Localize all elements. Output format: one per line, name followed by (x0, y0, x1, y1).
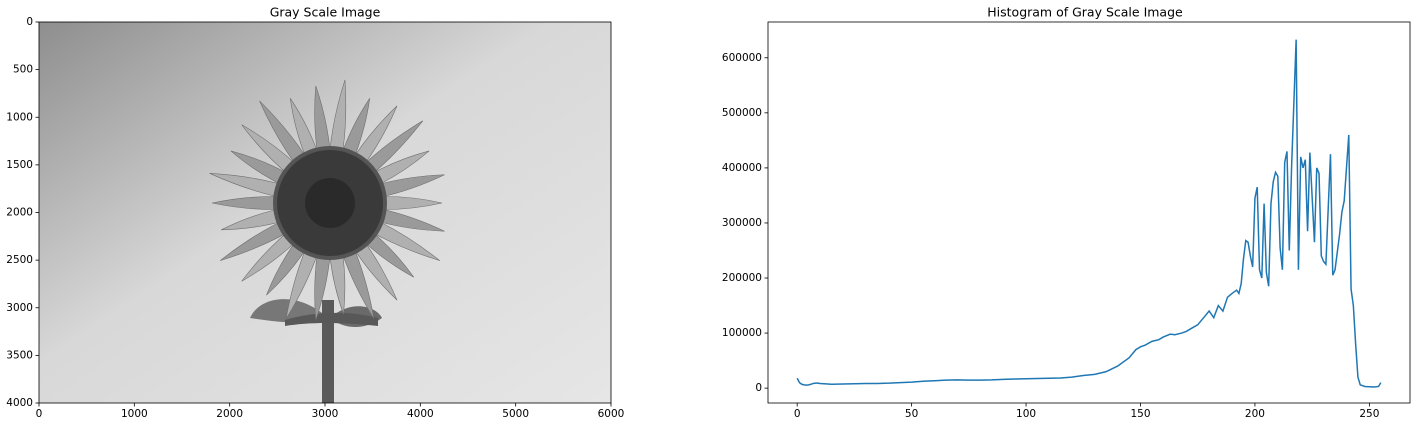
y-tick-label: 3000 (6, 302, 33, 314)
y-tick-label: 400000 (722, 162, 762, 174)
axes-frame (767, 21, 1411, 404)
x-tick-label: 2000 (216, 408, 243, 420)
x-tick-label: 6000 (598, 408, 625, 420)
x-tick-label: 150 (1130, 408, 1150, 420)
y-tick-label: 500000 (722, 107, 762, 119)
y-tick-label: 2500 (6, 254, 33, 266)
leaf (285, 312, 378, 326)
x-tick-label: 200 (1245, 408, 1265, 420)
y-tick-label: 2000 (6, 207, 33, 219)
chart-title: Histogram of Gray Scale Image (987, 5, 1183, 20)
flower-center (305, 178, 355, 228)
chart-title: Gray Scale Image (270, 5, 381, 20)
x-tick-label: 3000 (312, 408, 339, 420)
y-tick-label: 500 (13, 64, 33, 76)
stem (322, 300, 334, 403)
y-tick-label: 0 (755, 382, 762, 394)
x-tick-label: 4000 (407, 408, 434, 420)
y-tick-label: 100000 (722, 327, 762, 339)
y-tick-label: 0 (26, 16, 33, 28)
y-tick-label: 200000 (722, 272, 762, 284)
y-tick-label: 1000 (6, 111, 33, 123)
y-tick-label: 4000 (6, 397, 33, 409)
x-tick-label: 250 (1359, 408, 1379, 420)
image (39, 22, 611, 403)
y-tick-label: 3500 (6, 349, 33, 361)
x-tick-label: 0 (794, 408, 801, 420)
x-tick-label: 50 (905, 408, 918, 420)
y-tick-label: 1500 (6, 159, 33, 171)
x-tick-label: 0 (36, 408, 43, 420)
x-tick-label: 5000 (502, 408, 529, 420)
x-tick-label: 100 (1016, 408, 1036, 420)
y-tick-label: 600000 (722, 52, 762, 64)
data-line (796, 39, 1382, 388)
y-tick-label: 300000 (722, 217, 762, 229)
x-tick-label: 1000 (121, 408, 148, 420)
